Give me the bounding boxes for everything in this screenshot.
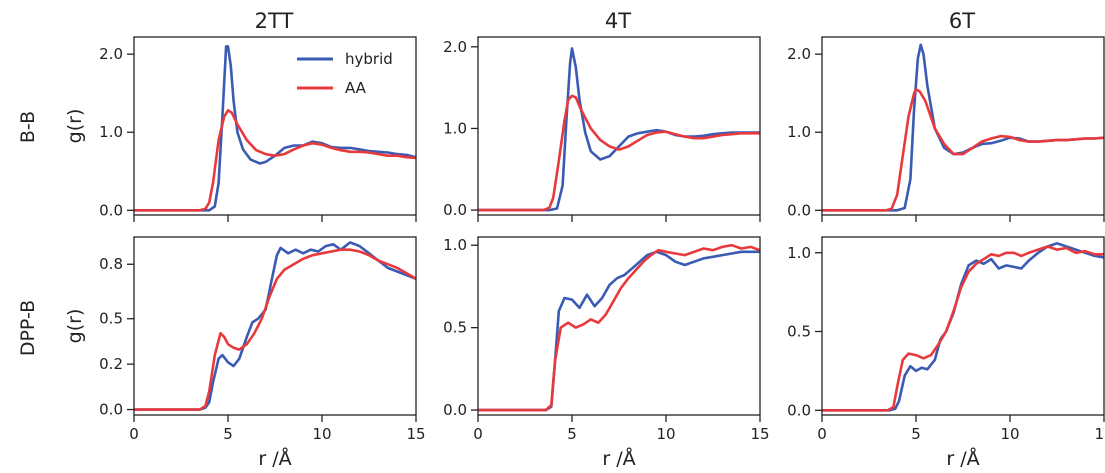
axes-frame	[477, 236, 761, 416]
y-tick-label: 2.0	[99, 45, 123, 63]
axes-frame	[133, 36, 417, 216]
y-tick-label: 0.5	[443, 319, 467, 337]
series-line-hybrid-b-b-2tt	[134, 45, 416, 212]
x-tick-label: 10	[1000, 425, 1019, 443]
x-tick-label: 0	[817, 425, 827, 443]
y-tick-label: 1.0	[787, 244, 811, 262]
axes-frame	[821, 36, 1105, 216]
series-line-hybrid-b-b-6t	[822, 43, 1104, 212]
series-line-hybrid-dpp-b-4t	[478, 250, 760, 412]
x-tick-label: 15	[1094, 425, 1105, 443]
x-axis-label: r /Å	[258, 447, 291, 470]
legend: hybrid AA	[297, 50, 393, 97]
y-tick-label: 0.2	[99, 355, 123, 373]
y-tick-label: 1.0	[99, 123, 123, 141]
y-tick-label: 0.0	[99, 201, 123, 219]
y-tick-label: 2.0	[787, 45, 811, 63]
y-tick-label: 1.0	[443, 119, 467, 137]
series-line-hybrid-b-b-4t	[478, 47, 760, 212]
legend-label-hybrid: hybrid	[345, 50, 393, 68]
x-tick-label: 0	[473, 425, 483, 443]
column-title-2TT: 2TT	[255, 9, 294, 33]
y-tick-label: 0.8	[99, 255, 123, 273]
y-tick-label: 2.0	[443, 38, 467, 56]
x-tick-label: 15	[406, 425, 425, 443]
y-tick-label: 0.0	[787, 201, 811, 219]
panel-dpp-b-4t: 0.0 0.5 1.0 0 5 10 15 r /Å	[443, 236, 769, 470]
x-tick-label: 15	[750, 425, 769, 443]
y-tick-label: 0.5	[99, 310, 123, 328]
y-tick-label: 0.5	[787, 323, 811, 341]
x-axis-label: r /Å	[946, 447, 979, 470]
legend-label-AA: AA	[345, 79, 367, 97]
axes-frame	[477, 36, 761, 216]
series-line-aa-dpp-b-2tt	[134, 248, 416, 411]
x-tick-label: 10	[312, 425, 331, 443]
panel-dpp-b-2tt: 0.0 0.2 0.5 0.8 0 5 10 15 r /Å g(r)	[64, 236, 426, 470]
x-tick-label: 5	[223, 425, 233, 443]
panel-b-b-2tt: 0.0 1.0 2.0 g(r)	[64, 36, 417, 222]
panel-b-b-6t: 0.0 1.0 2.0	[787, 36, 1105, 222]
y-axis-label: g(r)	[64, 109, 86, 144]
axes-frame	[821, 236, 1105, 416]
series-line-hybrid-dpp-b-6t	[822, 242, 1104, 412]
series-line-aa-dpp-b-6t	[822, 245, 1104, 412]
x-axis-label: r /Å	[602, 447, 635, 470]
x-tick-label: 10	[656, 425, 675, 443]
panels: 0.0 1.0 2.0 g(r) 0.0 1.0 2.0 0.0 1.0 2.0 0.0 0.2 0.5…	[64, 36, 1105, 470]
y-tick-label: 0.0	[99, 401, 123, 419]
series-line-aa-b-b-6t	[822, 88, 1104, 212]
series-line-aa-b-b-2tt	[134, 109, 416, 212]
series-line-hybrid-dpp-b-2tt	[134, 241, 416, 411]
y-tick-label: 0.0	[443, 201, 467, 219]
y-tick-label: 1.0	[787, 123, 811, 141]
panel-dpp-b-6t: 0.0 0.5 1.0 0 5 10 15 r /Å	[787, 236, 1105, 470]
x-tick-label: 0	[129, 425, 139, 443]
x-tick-label: 5	[567, 425, 577, 443]
column-title-6T: 6T	[949, 9, 975, 33]
y-tick-label: 0.0	[443, 401, 467, 419]
row-label-B-B: B-B	[17, 111, 39, 143]
y-axis-label: g(r)	[64, 309, 86, 344]
row-label-DPP-B: DPP-B	[17, 300, 39, 356]
column-title-4T: 4T	[605, 9, 631, 33]
y-tick-label: 1.0	[443, 236, 467, 254]
series-line-aa-b-b-4t	[478, 94, 760, 212]
x-tick-label: 5	[911, 425, 921, 443]
series-line-aa-dpp-b-4t	[478, 243, 760, 412]
axes-frame	[133, 236, 417, 416]
panel-b-b-4t: 0.0 1.0 2.0	[443, 36, 761, 222]
y-tick-label: 0.0	[787, 401, 811, 419]
